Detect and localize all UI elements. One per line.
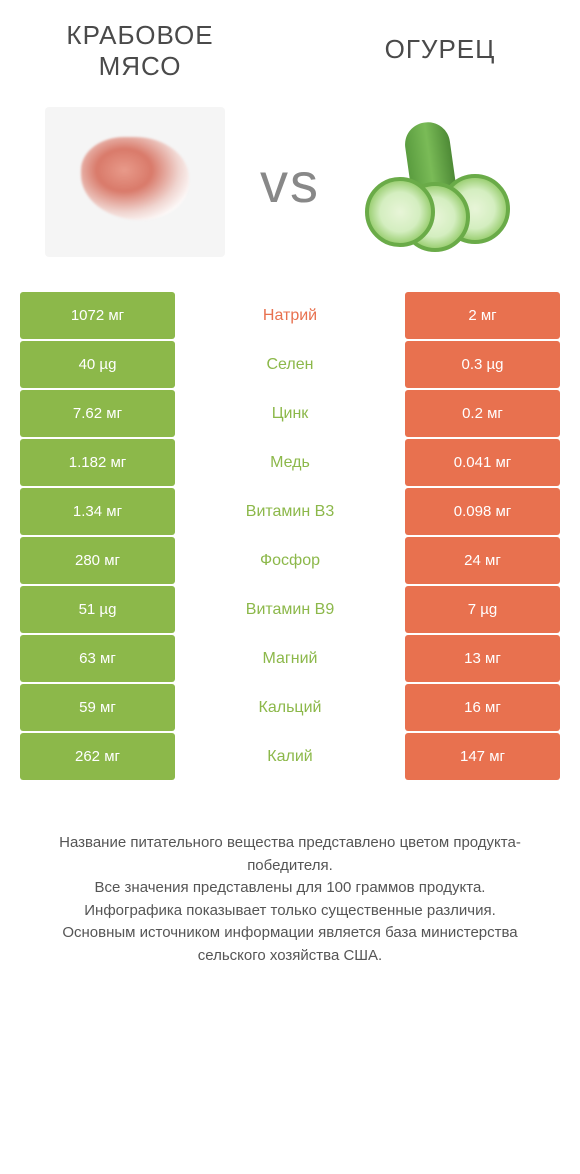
right-value: 2 мг <box>405 292 560 339</box>
left-value: 51 µg <box>20 586 175 633</box>
table-row: 51 µgВитамин B97 µg <box>20 586 560 633</box>
left-value: 7.62 мг <box>20 390 175 437</box>
nutrient-name: Витамин B9 <box>175 586 405 633</box>
table-row: 1072 мгНатрий2 мг <box>20 292 560 339</box>
nutrient-name: Селен <box>175 341 405 388</box>
cucumber-icon <box>360 112 530 252</box>
nutrient-name: Медь <box>175 439 405 486</box>
left-value: 40 µg <box>20 341 175 388</box>
footer-line3: Инфографика показывает только существенн… <box>30 900 550 923</box>
left-value: 59 мг <box>20 684 175 731</box>
left-value: 1072 мг <box>20 292 175 339</box>
left-value: 63 мг <box>20 635 175 682</box>
right-title: Огурец <box>385 34 496 64</box>
left-value: 262 мг <box>20 733 175 780</box>
footer-line1: Название питательного вещества представл… <box>30 832 550 877</box>
right-product-title: Огурец <box>340 34 540 65</box>
right-image <box>350 102 540 262</box>
nutrient-name: Калий <box>175 733 405 780</box>
right-value: 0.2 мг <box>405 390 560 437</box>
left-value: 1.34 мг <box>20 488 175 535</box>
nutrient-name: Кальций <box>175 684 405 731</box>
left-title-line2: мясо <box>99 51 182 81</box>
right-value: 16 мг <box>405 684 560 731</box>
left-title-line1: Крабовое <box>66 20 213 50</box>
nutrient-name: Цинк <box>175 390 405 437</box>
left-image <box>40 102 230 262</box>
table-row: 40 µgСелен0.3 µg <box>20 341 560 388</box>
footer-notes: Название питательного вещества представл… <box>0 782 580 987</box>
table-row: 262 мгКалий147 мг <box>20 733 560 780</box>
nutrient-name: Фосфор <box>175 537 405 584</box>
nutrient-name: Натрий <box>175 292 405 339</box>
right-value: 147 мг <box>405 733 560 780</box>
vs-label: vs <box>260 150 320 215</box>
nutrient-name: Магний <box>175 635 405 682</box>
right-value: 0.098 мг <box>405 488 560 535</box>
table-row: 1.182 мгМедь0.041 мг <box>20 439 560 486</box>
right-value: 13 мг <box>405 635 560 682</box>
footer-line4: Основным источником информации является … <box>30 922 550 967</box>
left-value: 1.182 мг <box>20 439 175 486</box>
footer-line2: Все значения представлены для 100 граммо… <box>30 877 550 900</box>
table-row: 7.62 мгЦинк0.2 мг <box>20 390 560 437</box>
right-value: 7 µg <box>405 586 560 633</box>
left-value: 280 мг <box>20 537 175 584</box>
right-value: 24 мг <box>405 537 560 584</box>
header: Крабовое мясо Огурец <box>0 0 580 92</box>
table-row: 1.34 мгВитамин B30.098 мг <box>20 488 560 535</box>
table-row: 59 мгКальций16 мг <box>20 684 560 731</box>
crab-meat-icon <box>45 107 225 257</box>
right-value: 0.3 µg <box>405 341 560 388</box>
table-row: 63 мгМагний13 мг <box>20 635 560 682</box>
images-row: vs <box>0 92 580 292</box>
comparison-table: 1072 мгНатрий2 мг40 µgСелен0.3 µg7.62 мг… <box>0 292 580 780</box>
table-row: 280 мгФосфор24 мг <box>20 537 560 584</box>
left-product-title: Крабовое мясо <box>40 20 240 82</box>
right-value: 0.041 мг <box>405 439 560 486</box>
nutrient-name: Витамин B3 <box>175 488 405 535</box>
